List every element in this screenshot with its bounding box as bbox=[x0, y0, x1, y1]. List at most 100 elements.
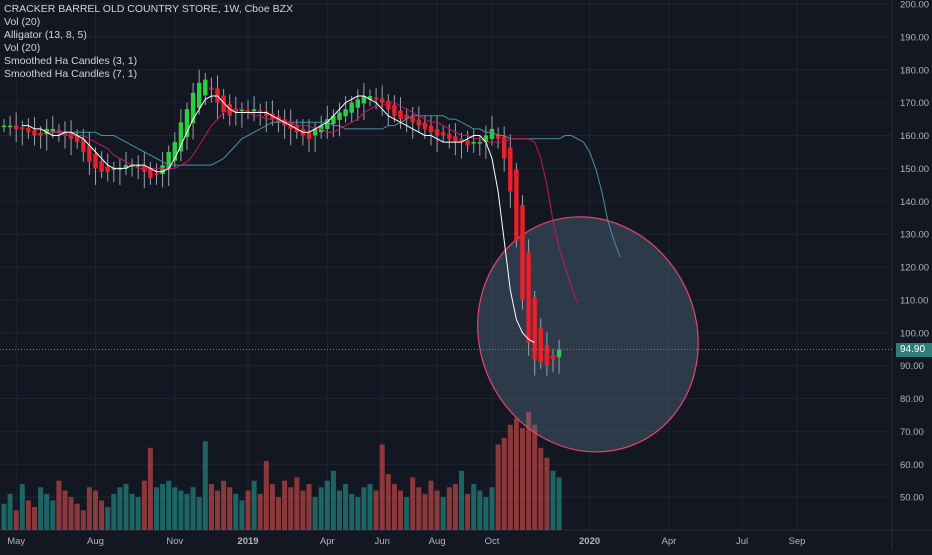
volume-bar bbox=[446, 487, 452, 530]
x-tick-label: Jun bbox=[375, 536, 390, 547]
volume-bar bbox=[80, 510, 86, 530]
candle-body bbox=[123, 165, 129, 169]
volume-bar bbox=[68, 497, 74, 530]
volume-bar bbox=[166, 480, 172, 530]
volume-bar bbox=[147, 447, 153, 530]
volume-bar bbox=[440, 497, 446, 530]
volume-bar bbox=[178, 490, 184, 530]
volume-bar bbox=[202, 441, 208, 530]
y-tick-label: 130.00 bbox=[900, 230, 929, 241]
candle-body bbox=[264, 111, 269, 116]
candle-body bbox=[160, 165, 165, 175]
candle-body bbox=[404, 114, 409, 120]
candle-body bbox=[209, 87, 214, 90]
candle-body bbox=[331, 115, 336, 124]
candle-body bbox=[203, 79, 208, 96]
candle-body bbox=[337, 112, 342, 120]
volume-bar bbox=[276, 497, 281, 530]
volume-bar bbox=[123, 483, 129, 530]
candle-body bbox=[184, 109, 190, 137]
candle-body bbox=[227, 104, 232, 116]
y-tick-label: 120.00 bbox=[900, 263, 929, 274]
volume-bar bbox=[501, 437, 507, 530]
volume-bar bbox=[184, 493, 190, 530]
x-tick-label: Sep bbox=[789, 536, 806, 547]
candle-body bbox=[422, 122, 428, 129]
candle-body bbox=[81, 139, 86, 152]
candle-body bbox=[343, 109, 348, 117]
x-tick-label: Apr bbox=[320, 536, 335, 547]
volume-bar bbox=[416, 487, 422, 530]
candle-body bbox=[32, 130, 37, 136]
candle-body bbox=[526, 252, 531, 343]
legend-line: Smoothed Ha Candles (3, 1) bbox=[4, 55, 138, 67]
volume-bar bbox=[50, 500, 56, 530]
y-tick-label: 110.00 bbox=[900, 295, 928, 306]
candle-body bbox=[355, 99, 360, 108]
volume-bar bbox=[306, 483, 312, 530]
legend-title: CRACKER BARREL OLD COUNTRY STORE, 1W, Cb… bbox=[4, 3, 294, 15]
candle-body bbox=[190, 92, 196, 124]
volume-bar bbox=[483, 497, 489, 530]
candle-body bbox=[99, 161, 104, 172]
volume-bar bbox=[385, 474, 391, 530]
volume-bar bbox=[62, 490, 68, 530]
x-tick-label: Apr bbox=[662, 536, 677, 547]
candle-body bbox=[56, 130, 62, 133]
volume-bar bbox=[459, 470, 464, 530]
candle-body bbox=[68, 133, 74, 139]
candle-body bbox=[373, 97, 379, 100]
candle-body bbox=[367, 96, 373, 100]
volume-bar bbox=[355, 497, 361, 530]
x-tick-label: Aug bbox=[429, 536, 446, 547]
candle-body bbox=[75, 136, 80, 143]
volume-bar bbox=[294, 477, 300, 530]
volume-bar bbox=[495, 444, 501, 530]
volume-bar bbox=[330, 470, 336, 530]
volume-bar bbox=[391, 483, 397, 530]
alligator-teeth-line bbox=[34, 102, 578, 304]
volume-bar bbox=[160, 483, 166, 530]
candle-body bbox=[178, 122, 184, 152]
volume-bar bbox=[117, 487, 123, 530]
volume-bar bbox=[196, 497, 202, 530]
candle-body bbox=[245, 110, 251, 113]
candle-body bbox=[312, 128, 318, 136]
candle-body bbox=[428, 125, 434, 133]
volume-bar bbox=[556, 477, 562, 530]
volume-bar bbox=[288, 487, 294, 530]
volume-bar bbox=[99, 500, 105, 530]
volume-bar bbox=[86, 487, 92, 530]
volume-bar bbox=[19, 483, 25, 530]
volume-bar bbox=[361, 487, 367, 530]
volume-bar bbox=[190, 487, 196, 530]
volume-bar bbox=[513, 418, 519, 530]
volume-bar bbox=[56, 480, 62, 530]
candle-body bbox=[532, 297, 537, 360]
volume-bar bbox=[129, 493, 135, 530]
candle-body bbox=[239, 109, 245, 112]
volume-bar bbox=[343, 483, 349, 530]
volume-bar bbox=[324, 480, 330, 530]
volume-bar bbox=[520, 428, 525, 530]
candle-body bbox=[50, 128, 55, 132]
volume-bar bbox=[208, 483, 214, 530]
y-tick-label: 200.00 bbox=[900, 0, 929, 11]
candle-body bbox=[502, 136, 507, 159]
volume-bar bbox=[526, 411, 532, 530]
candle-body bbox=[87, 145, 92, 162]
x-tick-label: Oct bbox=[485, 536, 500, 547]
y-tick-label: 60.00 bbox=[900, 460, 924, 471]
volume-bar bbox=[251, 480, 257, 530]
volume-bar bbox=[215, 490, 220, 530]
volume-bar bbox=[245, 490, 251, 530]
volume-bar bbox=[154, 487, 159, 530]
volume-bar bbox=[410, 477, 416, 530]
volume-bar bbox=[550, 470, 556, 530]
candle-body bbox=[14, 125, 19, 129]
y-tick-label: 50.00 bbox=[900, 493, 924, 504]
candle-body bbox=[471, 142, 476, 144]
